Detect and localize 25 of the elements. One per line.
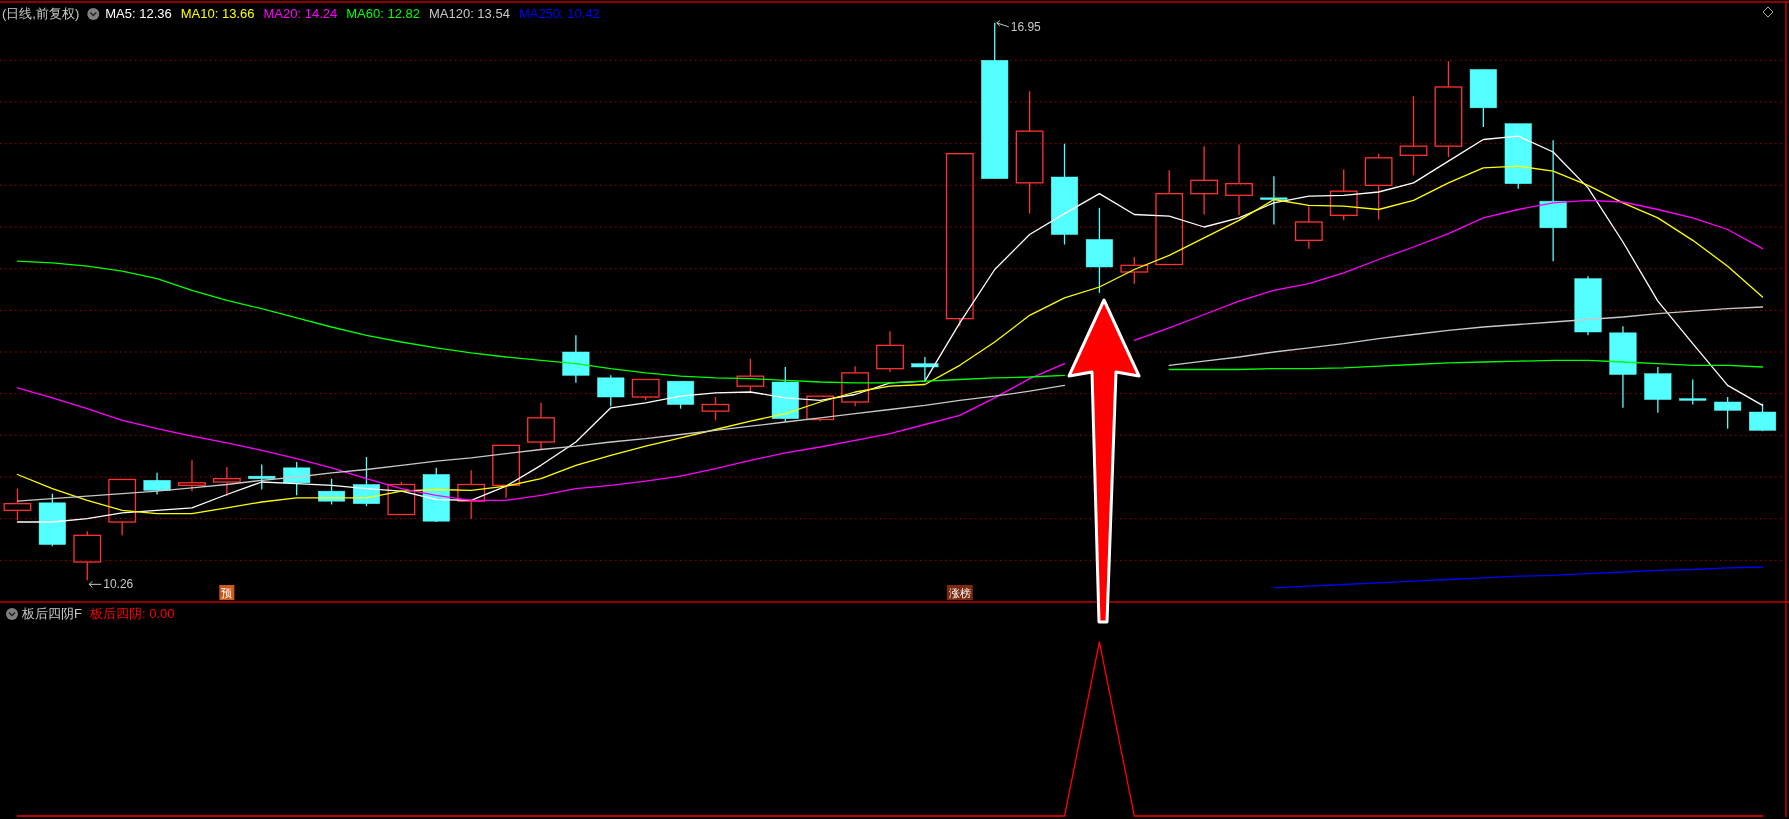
annotation: 预 — [221, 587, 233, 599]
text: MA250: 10.42 — [518, 6, 600, 21]
candlestick — [1679, 378, 1707, 406]
text: MA10: 13.66 — [180, 6, 255, 21]
annotation: 16.95 — [1010, 19, 1042, 34]
candlestick — [1015, 90, 1044, 215]
candlestick — [1260, 175, 1288, 226]
text: 板后四阴: 0.00 — [88, 606, 175, 621]
text: MA120: 13.54 — [428, 6, 510, 21]
candlestick — [1225, 143, 1253, 216]
chart-title: 板后四阴F — [21, 606, 82, 621]
candlestick — [841, 365, 870, 407]
candlestick — [1190, 145, 1219, 216]
text: MA20: 14.24 — [263, 6, 338, 21]
candlestick — [527, 402, 555, 451]
text: MA5: 12.36 — [105, 6, 172, 21]
annotation: 涨榜 — [948, 587, 971, 599]
candlestick — [876, 330, 904, 373]
chart-title: (日线,前复权) — [2, 6, 80, 21]
candlestick — [248, 463, 276, 491]
candlestick — [1399, 95, 1428, 176]
annotation: 10.26 — [103, 577, 134, 592]
candlestick — [911, 356, 939, 382]
candlestick — [212, 466, 241, 497]
text: MA60: 12.82 — [346, 6, 420, 21]
